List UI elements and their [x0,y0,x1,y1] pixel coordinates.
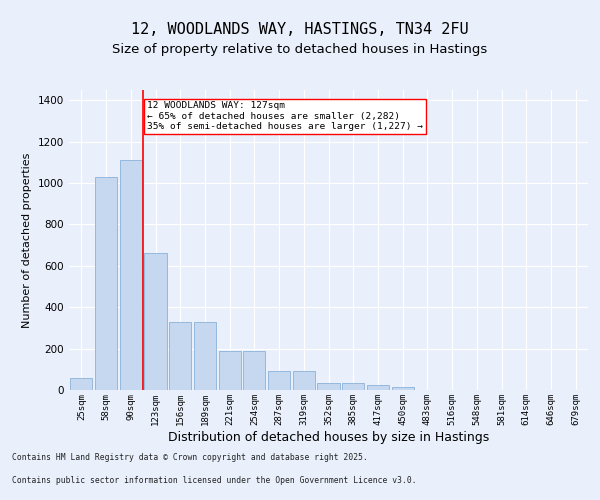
Text: Contains public sector information licensed under the Open Government Licence v3: Contains public sector information licen… [12,476,416,485]
Bar [70,378,92,390]
Bar [218,350,241,390]
Text: Contains HM Land Registry data © Crown copyright and database right 2025.: Contains HM Land Registry data © Crown c… [12,454,368,462]
Bar [342,383,364,390]
Bar [293,372,315,390]
Bar [194,322,216,390]
Text: Size of property relative to detached houses in Hastings: Size of property relative to detached ho… [112,42,488,56]
Bar [392,387,414,390]
Bar [367,385,389,390]
Text: 12 WOODLANDS WAY: 127sqm
← 65% of detached houses are smaller (2,282)
35% of sem: 12 WOODLANDS WAY: 127sqm ← 65% of detach… [147,102,423,131]
Bar [268,372,290,390]
Text: 12, WOODLANDS WAY, HASTINGS, TN34 2FU: 12, WOODLANDS WAY, HASTINGS, TN34 2FU [131,22,469,38]
Bar [243,350,265,390]
Y-axis label: Number of detached properties: Number of detached properties [22,152,32,328]
X-axis label: Distribution of detached houses by size in Hastings: Distribution of detached houses by size … [168,430,489,444]
Bar [169,322,191,390]
Bar [95,177,117,390]
Bar [119,160,142,390]
Bar [145,254,167,390]
Bar [317,383,340,390]
